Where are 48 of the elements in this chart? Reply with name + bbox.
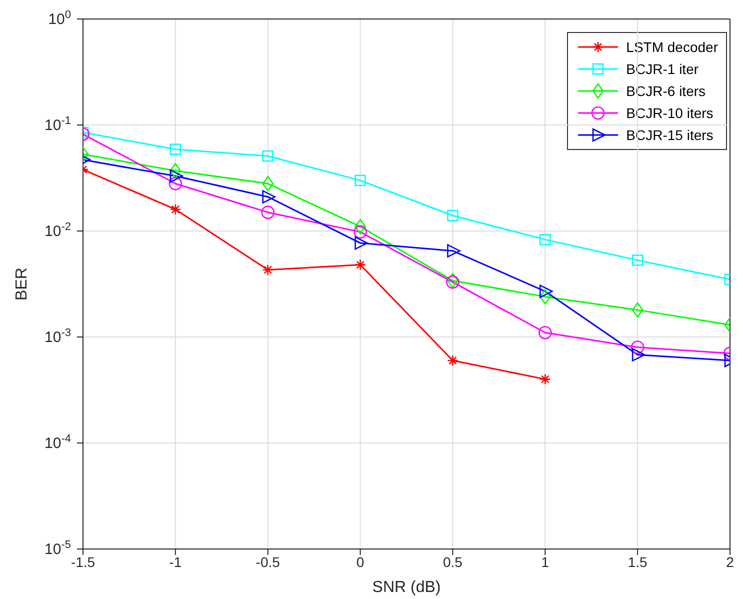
x-tick-label: 1 xyxy=(541,554,550,570)
y-tick-label: 10$^{-2}$ xyxy=(44,221,71,240)
point xyxy=(170,204,182,216)
point xyxy=(539,234,551,246)
y-tick-label: 10$^{0}$ xyxy=(48,9,71,28)
point xyxy=(539,374,551,385)
point xyxy=(354,236,368,250)
y-tick-label: 10$^{-5}$ xyxy=(44,539,71,558)
point xyxy=(447,244,460,258)
point xyxy=(630,340,644,354)
point xyxy=(539,289,551,304)
x-tick-label: -1 xyxy=(169,554,182,570)
point xyxy=(262,176,274,192)
point xyxy=(632,348,646,362)
y-tick-label: 10$^{-1}$ xyxy=(44,115,71,134)
y-tick-label: 10$^{-3}$ xyxy=(44,327,71,346)
y-axis-title: BER xyxy=(14,268,31,300)
point xyxy=(262,150,274,162)
legend-label: BCJR-15 iters xyxy=(626,127,714,143)
point xyxy=(632,302,644,318)
x-tick-label: 2 xyxy=(726,554,734,570)
point xyxy=(170,144,182,155)
point xyxy=(447,354,458,366)
point xyxy=(539,284,553,298)
point xyxy=(354,259,366,270)
x-axis-title: SNR (dB) xyxy=(372,579,441,596)
point xyxy=(170,163,182,178)
x-tick-label: -0.5 xyxy=(256,554,280,570)
point xyxy=(632,254,644,266)
point xyxy=(168,176,182,190)
legend-label: BCJR-6 iters xyxy=(626,83,706,99)
x-tick-label: -1.5 xyxy=(70,554,96,570)
x-tick-label: 0 xyxy=(356,554,364,570)
point xyxy=(262,190,276,204)
legend-label: BCJR-10 iters xyxy=(626,105,714,121)
point xyxy=(354,225,367,239)
point xyxy=(170,169,184,183)
x-tick-label: 0.5 xyxy=(442,554,463,570)
x-tick-label: 1.5 xyxy=(628,554,648,570)
legend-label: LSTM decoder xyxy=(626,39,718,55)
point xyxy=(447,210,458,222)
point xyxy=(354,218,366,234)
point xyxy=(354,174,366,186)
point xyxy=(261,206,275,219)
legend-label: BCJR-1 iter xyxy=(626,61,699,77)
point xyxy=(538,326,552,340)
point xyxy=(262,264,274,276)
y-tick-label: 10$^{-4}$ xyxy=(44,433,71,452)
